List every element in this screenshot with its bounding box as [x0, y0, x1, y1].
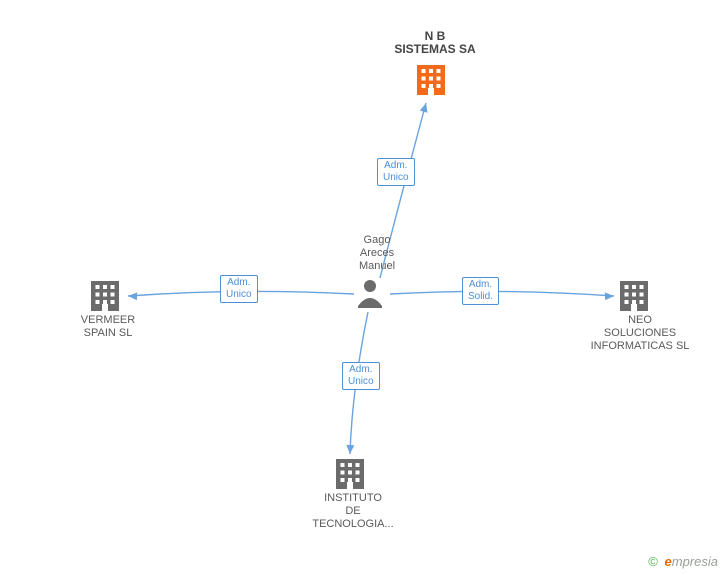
- node-label-center: Gago Areces Manuel: [352, 234, 402, 273]
- edge-arrow-bottom: [346, 445, 354, 454]
- building-icon: [91, 281, 119, 311]
- building-icon: [620, 281, 648, 311]
- edge-label-left: Adm. Unico: [220, 275, 258, 303]
- watermark-e: e: [665, 554, 672, 569]
- node-label-top: N B SISTEMAS SA: [380, 30, 490, 56]
- node-label-bottom: INSTITUTO DE TECNOLOGIA...: [308, 492, 398, 531]
- edge-label-right: Adm. Solid.: [462, 277, 499, 305]
- watermark-copy: ©: [648, 554, 658, 569]
- edge-arrow-top: [420, 103, 428, 113]
- node-label-left: VERMEER SPAIN SL: [68, 314, 148, 340]
- edge-arrow-left: [128, 292, 137, 300]
- building-icon: [417, 65, 445, 95]
- person-icon: [358, 280, 382, 308]
- node-label-right: NEO SOLUCIONES INFORMATICAS SL: [580, 314, 700, 353]
- edge-arrow-right: [605, 292, 614, 300]
- watermark-rest: mpresia: [672, 554, 718, 569]
- edge-label-top: Adm. Unico: [377, 158, 415, 186]
- edge-right: [390, 291, 614, 296]
- building-icon: [336, 459, 364, 489]
- edge-label-bottom: Adm. Unico: [342, 362, 380, 390]
- watermark: © empresia: [648, 554, 718, 569]
